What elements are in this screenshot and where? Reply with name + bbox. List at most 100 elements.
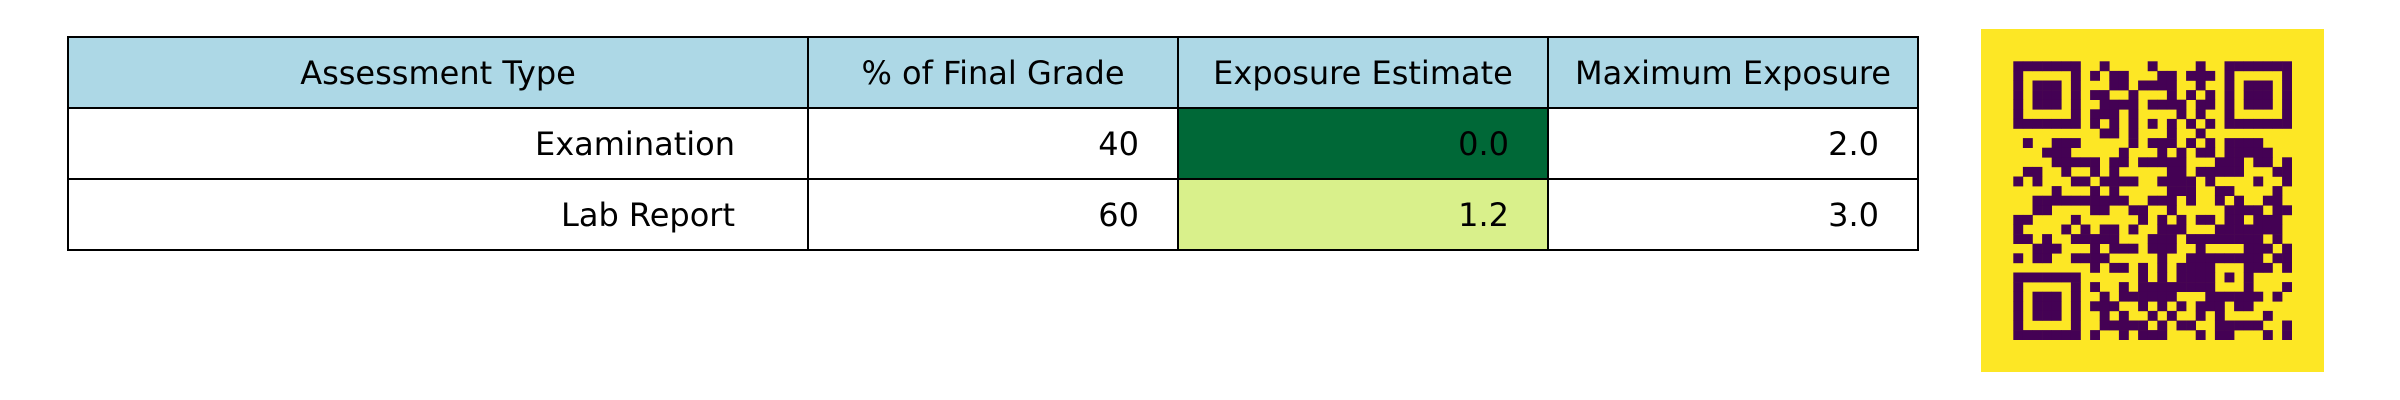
cell-percent-final-grade: 40 [807,107,1179,180]
qr-module [2166,243,2177,254]
qr-module [2051,147,2062,158]
qr-module [2147,80,2158,91]
qr-module [2224,186,2235,196]
qr-module [2262,214,2273,225]
qr-module [2128,320,2139,331]
qr-module [2099,109,2110,120]
qr-module [2138,262,2148,273]
qr-module [2157,234,2168,244]
qr-module [2099,291,2110,302]
qr-module [2109,262,2120,273]
qr-module [2272,224,2283,235]
qr-module [2205,147,2216,158]
qr-module [2118,70,2129,81]
qr-module [2272,234,2283,244]
qr-module [2042,291,2052,302]
table-row: Examination 40 0.0 2.0 [67,107,1919,180]
qr-module [2214,224,2225,235]
qr-module [2157,301,2168,312]
qr-module [2042,195,2052,206]
qr-module [2243,90,2254,100]
qr-module [2013,118,2024,129]
qr-module [2262,157,2273,168]
qr-module [2166,90,2177,100]
qr-module [2099,61,2110,72]
qr-module [2138,330,2148,340]
qr-module [2022,234,2033,244]
qr-module [2214,330,2225,340]
qr-module [2147,243,2158,254]
qr-module [2195,128,2206,139]
qr-module [2224,70,2235,81]
qr-module [2147,310,2158,321]
qr-module [2032,243,2043,254]
qr-module [2032,310,2043,321]
qr-module [2176,224,2187,235]
qr-module [2099,176,2110,187]
qr-module [2118,330,2129,340]
qr-module [2282,157,2292,168]
qr-module [2051,80,2062,91]
qr-module [2118,320,2129,331]
qr-module [2205,138,2216,148]
qr-module [2013,80,2024,91]
qr-module [2070,118,2081,129]
qr-module [2262,330,2273,340]
qr-module [2176,157,2187,168]
qr-module [2090,166,2100,177]
qr-module [2013,301,2024,312]
qr-module [2032,99,2043,110]
qr-module [2224,99,2235,110]
qr-module [2243,80,2254,91]
qr-module [2243,262,2254,273]
qr-module [2022,330,2033,340]
qr-module [2253,118,2264,129]
qr-module [2195,99,2206,110]
qr-module [2099,253,2110,264]
qr-module [2195,166,2206,177]
qr-module [2234,157,2244,168]
qr-module [2176,147,2187,158]
qr-module [2070,253,2081,264]
qr-module [2070,310,2081,321]
qr-module [2147,99,2158,110]
qr-module [2099,128,2110,139]
qr-module [2099,224,2110,235]
qr-module [2032,272,2043,283]
qr-module [2195,70,2206,81]
qr-module [2176,272,2187,283]
qr-module [2042,243,2052,254]
qr-module [2243,253,2254,264]
qr-module [2013,99,2024,110]
qr-module [2109,166,2120,177]
qr-module [2051,61,2062,72]
qr-module [2099,99,2110,110]
qr-module [2234,224,2244,235]
qr-module [2186,118,2196,129]
qr-module [2051,186,2062,196]
qr-module [2147,282,2158,292]
qr-module [2176,99,2187,110]
qr-module [2205,282,2216,292]
qr-module [2224,291,2235,302]
qr-module [2282,205,2292,216]
qr-module [2195,234,2206,244]
qr-module [2157,70,2168,81]
qr-module [2272,118,2283,129]
qr-module [2042,90,2052,100]
qr-module [2042,272,2052,283]
qr-module [2282,109,2292,120]
qr-module [2253,262,2264,273]
qr-module [2032,330,2043,340]
qr-module [2128,118,2139,129]
qr-module [2013,272,2024,283]
qr-module [2214,157,2225,168]
qr-module [2090,109,2100,120]
qr-module [2090,330,2100,340]
qr-module [2243,272,2254,283]
qr-module [2080,234,2091,244]
cell-percent-final-grade: 60 [807,178,1179,251]
qr-module [2272,166,2283,177]
qr-module [2042,301,2052,312]
qr-module [2109,301,2120,312]
